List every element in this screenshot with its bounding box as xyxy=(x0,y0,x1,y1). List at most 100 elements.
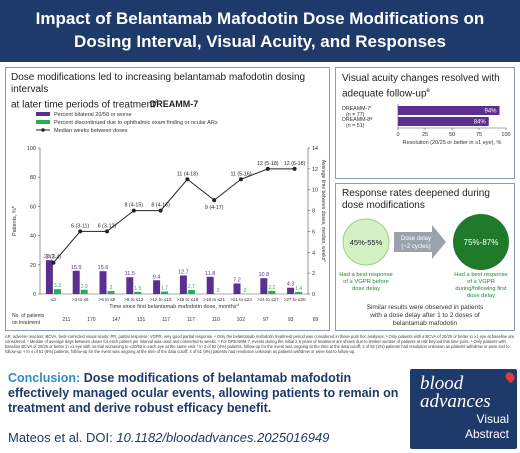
bar-discontinued-9 xyxy=(295,291,303,294)
y-tick-label-4: 80 xyxy=(30,175,36,181)
va-row-study-1: DREAMM-8 xyxy=(342,117,370,123)
bar-bilateral-8 xyxy=(260,278,268,294)
va-x-tick-label-0: 0 xyxy=(396,132,399,138)
y-tick-label-2: 40 xyxy=(30,234,36,240)
median-weeks-label-7: 11 (5-16) xyxy=(230,171,251,177)
median-weeks-line xyxy=(53,168,295,264)
va-row-label-1: DREAMM-8g xyxy=(342,116,372,123)
after-delay-caption-line-0: Had a best response xyxy=(454,272,508,278)
bar-discontinued-1 xyxy=(80,289,88,294)
median-weeks-point-2 xyxy=(105,229,109,234)
bar-discontinued-0 xyxy=(53,289,61,294)
visual-acuity-chart: 94%DREAMM-7f(n = 77)84%DREAMM-8g(n = 51)… xyxy=(342,104,511,146)
response-panel-heading-line-2: dose modifications xyxy=(342,200,425,211)
before-delay-caption-line-2: dose delay xyxy=(352,286,380,292)
median-weeks-point-8 xyxy=(265,166,270,171)
bar-discontinued-4 xyxy=(161,291,169,294)
va-row-label-0: DREAMM-7f xyxy=(342,105,372,112)
after-delay-caption-line-2: during/following first xyxy=(455,286,507,292)
bar-discontinued-label-1: 2.9 xyxy=(81,284,88,290)
legend-label-2: Median weeks between doses xyxy=(54,128,128,134)
bar-discontinued-2 xyxy=(107,291,115,294)
dreamm7-chart: DREAMM-7 Percent bilateral 20/50 or wors… xyxy=(10,99,328,326)
patients-count-9: 93 xyxy=(288,317,294,323)
patients-count-10: 69 xyxy=(313,317,319,323)
median-weeks-point-3 xyxy=(131,208,136,213)
bar-discontinued-label-4: 1.7 xyxy=(161,286,168,292)
y2-tick-label-4: 8 xyxy=(312,209,315,215)
after-delay-circle xyxy=(453,214,509,270)
page-title-line-1: Impact of Belantamab Mafodotin Dose Modi… xyxy=(35,9,485,28)
median-weeks-label-1: 6 (3-11) xyxy=(71,223,89,229)
va-row-study-0: DREAMM-7 xyxy=(342,106,370,112)
bar-discontinued-3 xyxy=(134,291,142,294)
conclusion-block: Conclusion: Dose modifications of belant… xyxy=(5,369,405,449)
logo-word-visual: Visual xyxy=(476,412,509,426)
x-tick-label-2: >6 to ≤9 xyxy=(99,297,116,302)
response-note-line-0: Similar results were observed in patient… xyxy=(367,304,484,311)
visual-panel-heading-sup: e xyxy=(426,88,430,94)
dosing-interval-panel: Dose modifications led to increasing bel… xyxy=(5,67,330,331)
bar-discontinued-label-3: 1.5 xyxy=(134,286,141,292)
dose-delay-arrow xyxy=(394,225,446,259)
citation-doi: 10.1182/bloodadvances.2025016949 xyxy=(116,430,330,445)
conclusion-body: Dose modifications of belantamab mafodot… xyxy=(8,371,399,415)
bar-bilateral-4 xyxy=(153,280,161,294)
dosing-panel-heading-line-1: Dose modifications led to increasing bel… xyxy=(11,72,306,95)
bar-bilateral-label-3: 11.5 xyxy=(125,271,135,277)
bar-bilateral-5 xyxy=(179,275,187,294)
citation: Mateos et al. DOI: 10.1182/bloodadvances… xyxy=(8,430,329,445)
va-row-n-1: (n = 51) xyxy=(346,123,365,129)
conclusion-lead: Conclusion: xyxy=(8,371,81,385)
va-x-tick-label-1: 25 xyxy=(422,132,428,138)
chart-ylabel-left-sup: b xyxy=(10,205,15,208)
patients-count-3: 131 xyxy=(137,317,146,323)
bar-discontinued-label-8: 2.2 xyxy=(268,285,275,291)
dosing-panel-heading: Dose modifications led to increasing bel… xyxy=(11,72,326,111)
y-tick-label-1: 20 xyxy=(30,263,36,269)
x-tick-label-7: >21 to ≤24 xyxy=(230,297,252,302)
legend-label-0: Percent bilateral 20/50 or worse xyxy=(54,112,132,118)
median-weeks-label-5: 11 (4-18) xyxy=(177,171,198,177)
blood-advances-logo: blood advances Visual Abstract xyxy=(410,369,517,449)
patients-count-6: 110 xyxy=(212,317,220,323)
bar-bilateral-label-4: 9.4 xyxy=(153,274,161,280)
bar-bilateral-0 xyxy=(45,260,53,294)
median-weeks-label-9: 12 (6-18) xyxy=(284,161,306,167)
va-row-sup-0: f xyxy=(370,105,372,109)
bar-bilateral-label-5: 12.7 xyxy=(178,269,189,275)
bar-bilateral-label-2: 15.6 xyxy=(98,265,109,271)
va-bar-value-1: 84% xyxy=(474,120,487,126)
bar-bilateral-label-0: 23.2 xyxy=(44,254,55,260)
visual-panel-heading: Visual acuity changes resolved with adeq… xyxy=(342,73,512,100)
x-tick-label-5: >15 to ≤18 xyxy=(176,297,198,302)
legend-marker-2 xyxy=(41,128,45,132)
va-x-label: Resolution (20/25 or better in ≥1 eye), … xyxy=(403,140,502,146)
response-note-line-1: with a dose delay after 1 to 2 doses of xyxy=(369,312,480,319)
bar-bilateral-1 xyxy=(72,270,80,294)
y2-tick-label-2: 4 xyxy=(312,250,315,256)
bar-bilateral-label-8: 10.8 xyxy=(258,272,269,278)
patients-label-line-1: No. of patients xyxy=(12,313,45,319)
response-panel-heading: Response rates deepened during dose modi… xyxy=(342,188,512,212)
legend-swatch-1 xyxy=(36,120,50,124)
bar-discontinued-label-0: 3.3 xyxy=(54,283,61,289)
chart-ylabel-left: Patients, %b xyxy=(10,205,18,236)
y-tick-label-3: 60 xyxy=(30,204,36,210)
chart-ylabel-right: Average time between doses, median, week… xyxy=(320,160,328,263)
median-weeks-label-8: 12 (5-18) xyxy=(257,161,279,167)
visual-panel-heading-line-1: Visual acuity changes resolved with xyxy=(342,73,500,84)
y2-tick-label-0: 0 xyxy=(312,292,315,298)
bar-bilateral-7 xyxy=(233,283,241,294)
y2-tick-label-7: 14 xyxy=(312,146,318,152)
bar-discontinued-label-2: 2 xyxy=(110,285,113,291)
bar-bilateral-label-7: 7.2 xyxy=(233,277,241,283)
dose-delay-label-line-2: (~2 cycles) xyxy=(401,244,430,250)
x-tick-label-6: >18 to ≤21 xyxy=(203,297,225,302)
median-weeks-point-1 xyxy=(78,229,83,234)
response-panel-heading-line-1: Response rates deepened during xyxy=(342,188,490,199)
citation-prefix: Mateos et al. DOI: xyxy=(8,430,117,445)
y2-tick-label-3: 6 xyxy=(312,229,315,235)
dose-delay-label-line-1: Dose delay xyxy=(401,236,431,242)
